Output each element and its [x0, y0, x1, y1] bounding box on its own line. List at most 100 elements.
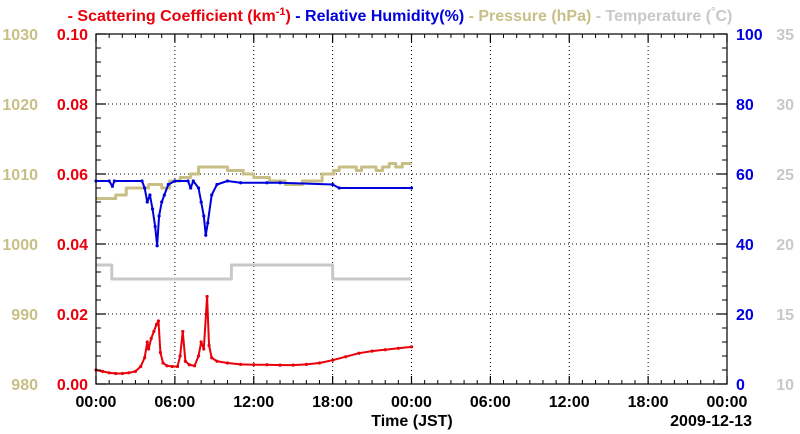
humidity-point — [140, 179, 144, 183]
scattering-point — [383, 348, 387, 352]
humidity-point — [145, 200, 149, 204]
scattering-point — [127, 371, 131, 375]
humidity-tick-label: 80 — [736, 97, 754, 114]
legend-tail-scattering: ) — [285, 8, 290, 25]
x-tick-label: 12:00 — [233, 394, 274, 411]
scattering-point — [409, 345, 414, 349]
scattering-point — [304, 362, 308, 366]
scattering-point — [192, 364, 197, 368]
scattering-point — [165, 364, 169, 368]
temperature-tick-label: 35 — [776, 27, 794, 44]
humidity-point — [186, 179, 190, 183]
humidity-point — [157, 214, 161, 218]
date-label: 2009-12-13 — [670, 413, 752, 430]
humidity-point — [225, 179, 230, 183]
axes: 00:00 06:00 12:00 18:00 00:00 06:00 12:00 18:00… — [2, 27, 794, 430]
temperature-tick-label: 15 — [776, 307, 794, 324]
x-tick-label: 18:00 — [312, 394, 353, 411]
pressure-line — [96, 162, 412, 200]
temperature-tick-label: 20 — [776, 237, 794, 254]
temperature-tick-label: 25 — [776, 167, 794, 184]
scattering-point — [291, 363, 295, 367]
scattering-point — [139, 364, 143, 369]
scattering-tick-label: 0.06 — [57, 167, 88, 184]
humidity-point — [107, 179, 111, 183]
legend-item-scattering: - Scattering Coefficient (km — [68, 8, 276, 25]
humidity-point — [160, 200, 164, 204]
humidity-point — [143, 186, 147, 190]
humidity-point — [112, 179, 117, 183]
scattering-point — [331, 358, 335, 362]
legend-item-pressure: - Pressure (hPa) — [464, 8, 591, 25]
scattering-point — [196, 354, 201, 358]
scattering-point — [183, 359, 187, 363]
scattering-point — [175, 364, 180, 369]
scattering-point — [199, 340, 203, 344]
humidity-point — [278, 181, 282, 185]
scattering-point — [239, 362, 243, 366]
humidity-point — [210, 193, 214, 197]
humidity-point — [265, 181, 269, 185]
temperature-tick-label: 30 — [776, 97, 794, 114]
temperature-line — [96, 263, 412, 281]
series-layer — [94, 162, 414, 376]
humidity-point — [239, 181, 243, 185]
scattering-point — [154, 322, 159, 327]
humidity-point — [153, 224, 157, 229]
scattering-point — [207, 343, 211, 348]
scattering-point — [187, 363, 191, 367]
humidity-point — [148, 193, 152, 197]
legend-tail-temperature: C) — [715, 8, 732, 25]
scattering-point — [265, 363, 269, 367]
scattering-point — [357, 351, 361, 355]
humidity-point — [191, 179, 195, 183]
pressure-tick-label: 1000 — [2, 237, 38, 254]
scattering-point — [158, 350, 163, 355]
humidity-tick-label: 60 — [736, 167, 754, 184]
scattering-point — [252, 363, 256, 367]
pressure-tick-label: 1020 — [2, 97, 38, 114]
pressure-tick-label: 1010 — [2, 167, 38, 184]
legend-item-temperature: - Temperature ( — [591, 8, 711, 25]
scattering-point — [370, 349, 374, 353]
scattering-point — [143, 356, 147, 360]
x-tick-label: 00:00 — [707, 394, 748, 411]
humidity-tick-label: 0 — [736, 377, 745, 394]
humidity-tick-label: 20 — [736, 307, 754, 324]
scattering-tick-label: 0.10 — [57, 27, 88, 44]
humidity-tick-label: 40 — [736, 237, 754, 254]
scattering-tick-label: 0.08 — [57, 97, 88, 114]
x-tick-label: 06:00 — [154, 394, 195, 411]
humidity-point — [202, 214, 206, 218]
x-tick-label: 18:00 — [628, 394, 669, 411]
humidity-point — [196, 186, 201, 190]
temperature-tick-label: 10 — [776, 377, 794, 394]
scattering-point — [145, 340, 149, 344]
grid — [96, 34, 727, 384]
humidity-point — [155, 244, 159, 248]
scattering-point — [202, 347, 206, 351]
scattering-point — [170, 364, 174, 369]
x-tick-label: 00:00 — [391, 394, 432, 411]
legend-text: - Scattering Coefficient (km-1) - Relati… — [68, 6, 733, 25]
humidity-point — [173, 179, 177, 183]
humidity-point — [206, 221, 210, 225]
pressure-tick-label: 1030 — [2, 27, 38, 44]
humidity-point — [150, 207, 155, 211]
scattering-point — [152, 329, 156, 334]
humidity-point — [166, 182, 170, 187]
series-temperature — [96, 263, 412, 281]
humidity-point — [199, 200, 203, 204]
scattering-point — [344, 355, 348, 359]
x-tick-label: 06:00 — [470, 394, 511, 411]
scattering-point — [161, 361, 165, 365]
series-pressure — [96, 162, 412, 200]
humidity-point — [331, 182, 335, 187]
humidity-point — [337, 186, 341, 190]
humidity-point — [162, 193, 166, 197]
scattering-point — [149, 336, 153, 341]
series-scattering — [94, 294, 414, 376]
scattering-point — [100, 369, 105, 373]
scattering-point — [225, 361, 230, 365]
scattering-point — [114, 371, 118, 376]
